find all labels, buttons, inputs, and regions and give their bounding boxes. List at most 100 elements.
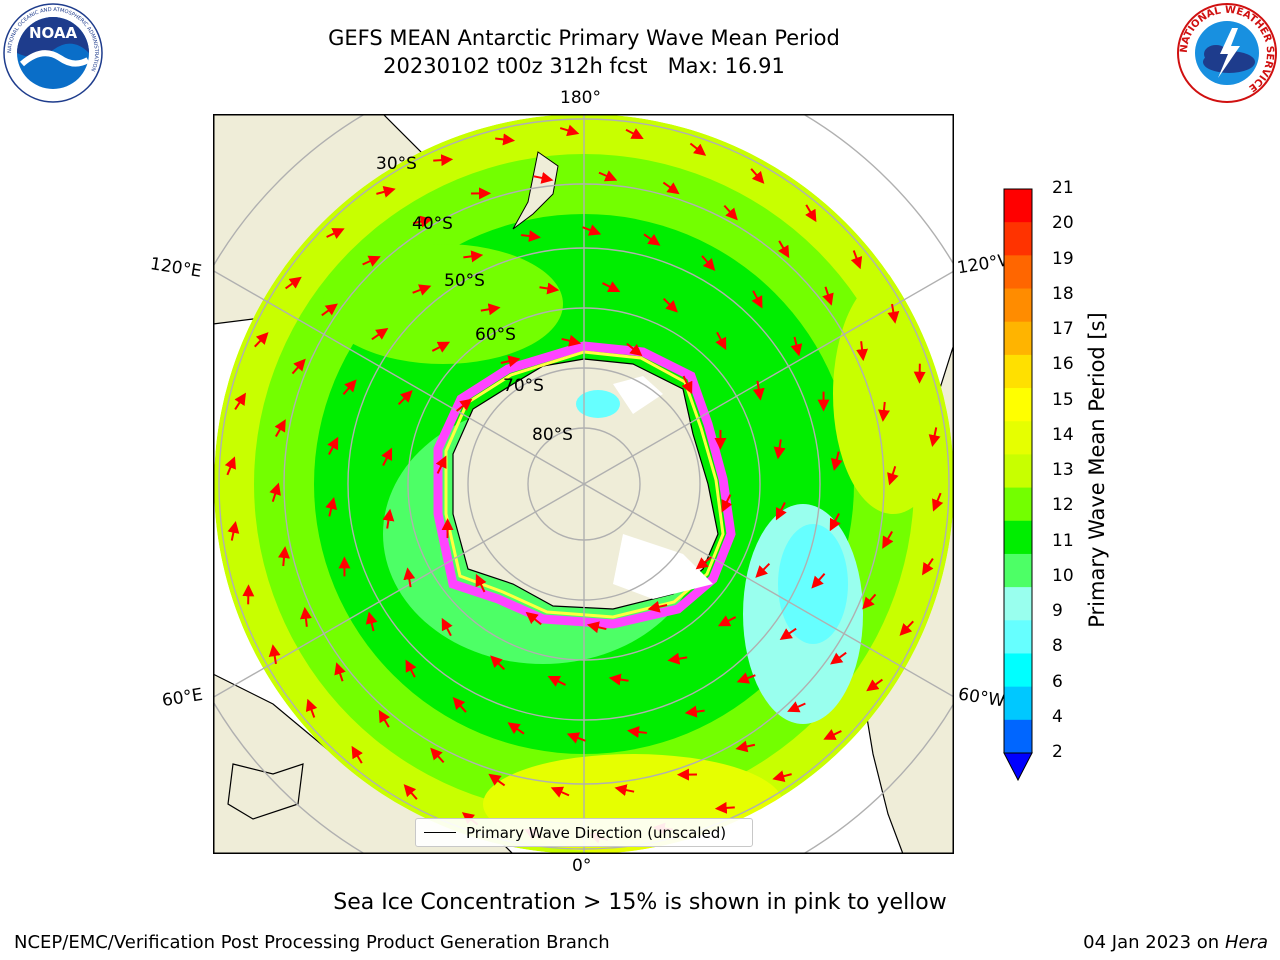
wave-arrow [736,672,756,684]
colorbar-tick: 11 [1052,530,1074,551]
wave-arrow [695,556,712,570]
colorbar-swatch [1004,255,1032,290]
wave-arrow [625,128,644,139]
lon-label-180: 180° [560,88,601,108]
wave-arrow [928,427,941,448]
wave-arrow [643,233,661,246]
wave-arrow [566,732,586,744]
wave-arrow [829,513,841,532]
map-legend: Primary Wave Direction (unscaled) [415,818,753,847]
noaa-logo: NOAA NATIONAL OCEANIC AND ATMOSPHERIC AD… [3,3,103,103]
wave-arrow [403,784,418,800]
colorbar-swatch [1004,520,1032,555]
wave-arrow [602,281,621,293]
wave-arrow [325,496,338,517]
sea-ice-inner [444,350,725,619]
colorbar-swatch [1004,487,1032,522]
wave-arrow [224,456,236,476]
wave-arrow [922,557,934,576]
colorbar-swatch [1004,653,1032,688]
wave-arrow [371,327,389,341]
colorbar-swatch [1004,454,1032,489]
wave-arrow [362,255,381,267]
wave-arrow [790,336,803,357]
colorbar-tick: 6 [1052,671,1063,692]
wave-arrow [586,621,607,634]
wave-arrow [887,466,899,486]
lat-label-80s: 80°S [532,425,573,445]
wave-arrow [378,709,390,728]
wave-arrow [268,644,281,665]
wave-arrow [899,620,914,636]
wave-arrow [750,168,765,184]
wave-arrow [365,611,378,632]
wave-arrow [723,204,738,221]
footer-host: Hera [1224,932,1268,953]
wave-arrow [752,380,765,401]
lat-label-70s: 70°S [503,376,544,396]
colorbar-tick: 17 [1052,319,1074,339]
lat-label-30s: 30°S [376,154,417,174]
wave-arrow [305,698,318,718]
wave-arrow [342,379,357,395]
wave-arrow [830,651,847,665]
ronne-ice-shelf [613,534,713,599]
colorbar-swatch [1004,620,1032,654]
wave-arrow [463,250,484,263]
wave-arrow [608,673,629,686]
antarctic-wave-period-map: 30°S 40°S 50°S 60°S 70°S 80°S [213,114,954,854]
wave-arrow [490,655,506,671]
wave-arrow [327,436,339,455]
wave-arrow [882,530,894,549]
wave-arrow [721,494,733,513]
wave-arrow [850,250,863,270]
wave-arrow [561,334,582,347]
wave-arrow [405,659,417,678]
band-11-12s-tasman [323,244,563,364]
chart-subtitle: 20230102 t00z 312h fcst Max: 16.91 [383,54,785,78]
colorbar-tick: 16 [1052,354,1074,375]
footer-date: 04 Jan 2023 on Hera [1083,932,1268,953]
colorbar-swatch [1004,686,1032,721]
wave-arrow [779,627,797,641]
colorbar-tick: 8 [1052,636,1063,657]
wave-arrow [456,398,473,412]
footer-branch: NCEP/EMC/Verification Post Processing Pr… [14,932,610,953]
wave-arrow [326,228,345,239]
map-frame [213,114,954,854]
footer-date-text: 04 Jan 2023 on [1083,932,1225,953]
lon-label-60e: 60°E [160,684,205,712]
wave-arrow [376,186,396,198]
wave-arrow [830,451,843,472]
colorbar [1003,188,1033,782]
wave-arrow [285,276,302,290]
colorbar-swatch [1004,222,1032,256]
colorbar-swatches [1004,189,1032,754]
wave-arrow [667,652,688,665]
colorbar-tick: 20 [1052,213,1074,234]
wave-arrow [755,562,771,578]
wave-arrow [435,455,447,474]
wave-arrow [626,342,643,357]
colorbar-tick: 21 [1052,178,1074,198]
wave-arrow [559,124,580,137]
wave-arrow [430,747,445,764]
wave-arrow [751,290,763,309]
wave-arrow [299,606,312,627]
wave-arrow [234,392,246,411]
wave-arrow [715,331,727,351]
wave-arrow [381,447,393,466]
lon-label-0: 0° [572,856,592,876]
wave-arrow [775,502,787,521]
sea-ice-caption: Sea Ice Concentration > 15% is shown in … [333,890,947,915]
wave-arrow [431,341,451,353]
wave-arrow [823,729,842,740]
wave-arrow [488,773,506,787]
wave-arrow [582,224,602,236]
wave-arrow [274,419,286,438]
wave-arrow [772,770,792,782]
wave-arrow [887,303,900,324]
colorbar-tick: 14 [1052,424,1074,445]
wave-arrow [254,332,269,348]
colorbar-tick: 13 [1052,460,1074,480]
